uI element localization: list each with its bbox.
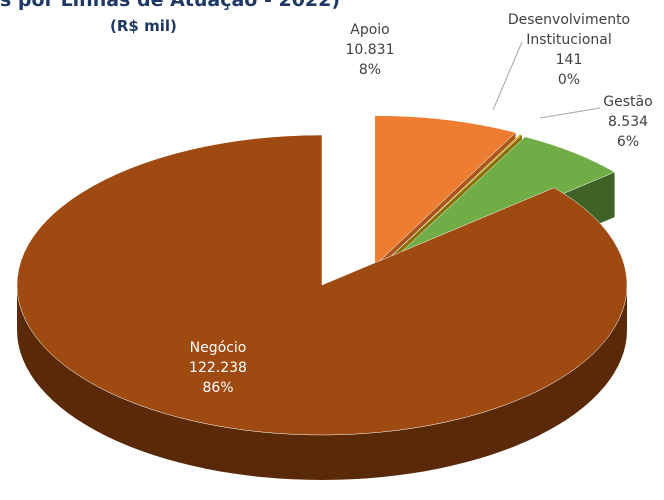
slice-side xyxy=(17,285,627,480)
value-label: 10.831 xyxy=(345,42,395,58)
pie-slice xyxy=(16,134,628,436)
percent-label: 6% xyxy=(616,134,640,150)
category: Gestão xyxy=(603,94,653,110)
chart-subtitle: (R$ mil) xyxy=(110,17,177,35)
data-label: Gestão 8.534 6% xyxy=(588,92,664,152)
chart-title: s por Linhas de Atuação - 2022) xyxy=(0,0,341,11)
leader-line xyxy=(539,107,601,119)
category: Apoio xyxy=(350,22,390,38)
value-label: 122.238 xyxy=(189,360,247,376)
pie-slice xyxy=(379,133,523,268)
percent-label: 0% xyxy=(557,72,581,88)
percent-label: 8% xyxy=(358,62,382,78)
value-label: 8.534 xyxy=(607,114,649,130)
data-label: Negócio 122.238 86% xyxy=(168,338,268,398)
pie-slice xyxy=(374,115,517,267)
data-label: Apoio 10.831 8% xyxy=(320,20,420,80)
leader-line xyxy=(492,41,523,111)
percent-label: 86% xyxy=(202,380,234,396)
value-label: 141 xyxy=(555,52,583,68)
category: Desenvolvimento Institucional xyxy=(507,12,631,48)
data-label: Desenvolvimento Institucional 141 0% xyxy=(504,10,634,90)
category: Negócio xyxy=(189,340,247,356)
